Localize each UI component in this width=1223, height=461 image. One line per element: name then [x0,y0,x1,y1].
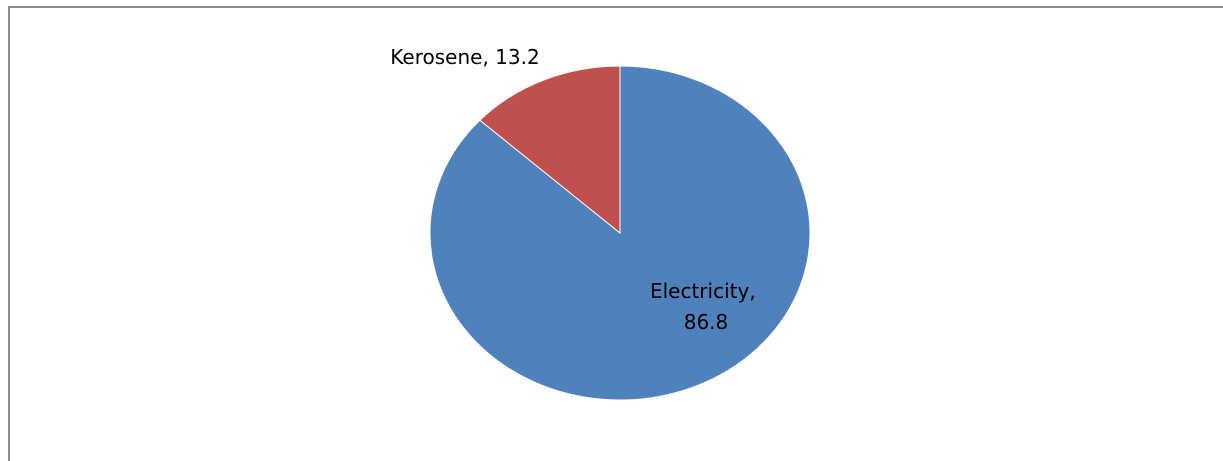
data-label-kerosene: Kerosene, 13.2 [390,45,539,69]
pie-slices [429,65,811,401]
data-label-electricity-name: Electricity, [650,279,756,303]
pie-slice-kerosene [479,65,621,235]
data-label-electricity: Electricity, 86.8 [650,279,762,334]
data-label-electricity-value: 86.8 [684,310,729,334]
chart-frame [8,6,1223,461]
data-label-kerosene-text: Kerosene, 13.2 [390,45,539,69]
